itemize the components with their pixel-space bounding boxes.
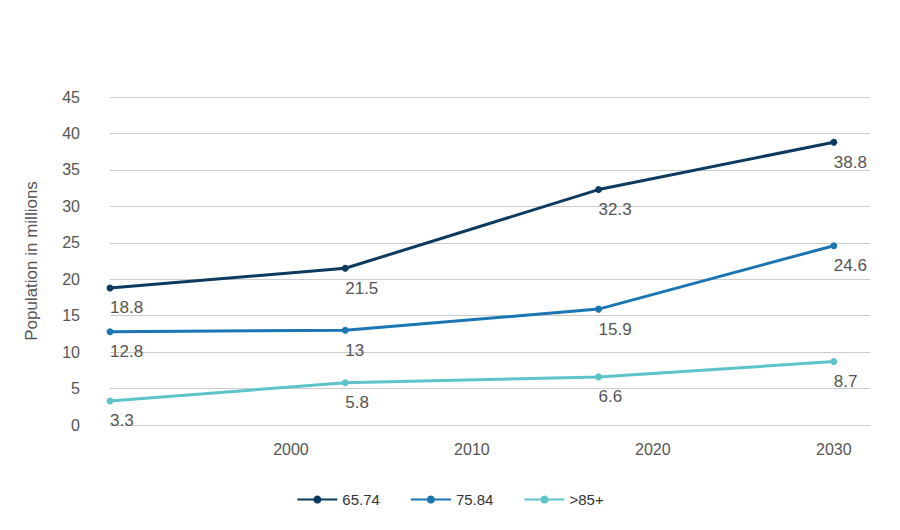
svg-text:>85+: >85+ (569, 491, 603, 508)
svg-text:0: 0 (71, 417, 80, 434)
svg-text:Population in millions: Population in millions (22, 181, 41, 341)
svg-text:15: 15 (62, 307, 80, 324)
svg-text:25: 25 (62, 234, 80, 251)
svg-text:65.74: 65.74 (342, 491, 380, 508)
svg-text:2030: 2030 (816, 441, 852, 458)
svg-text:45: 45 (62, 89, 80, 106)
svg-text:75.84: 75.84 (456, 491, 494, 508)
svg-text:13: 13 (345, 341, 364, 360)
svg-text:10: 10 (62, 344, 80, 361)
svg-text:6.6: 6.6 (599, 387, 623, 406)
svg-text:2020: 2020 (635, 441, 671, 458)
svg-text:21.5: 21.5 (345, 279, 378, 298)
svg-text:2010: 2010 (454, 441, 490, 458)
svg-text:20: 20 (62, 271, 80, 288)
svg-text:15.9: 15.9 (599, 320, 632, 339)
svg-text:40: 40 (62, 125, 80, 142)
svg-text:12.8: 12.8 (110, 342, 143, 361)
svg-text:24.6: 24.6 (834, 256, 867, 275)
svg-text:32.3: 32.3 (599, 200, 632, 219)
svg-text:30: 30 (62, 198, 80, 215)
svg-text:5: 5 (71, 380, 80, 397)
svg-text:3.3: 3.3 (110, 411, 134, 430)
svg-text:8.7: 8.7 (834, 372, 858, 391)
svg-text:5.8: 5.8 (345, 393, 369, 412)
svg-text:18.8: 18.8 (110, 298, 143, 317)
svg-text:2000: 2000 (273, 441, 309, 458)
svg-text:35: 35 (62, 161, 80, 178)
svg-text:38.8: 38.8 (834, 153, 867, 172)
